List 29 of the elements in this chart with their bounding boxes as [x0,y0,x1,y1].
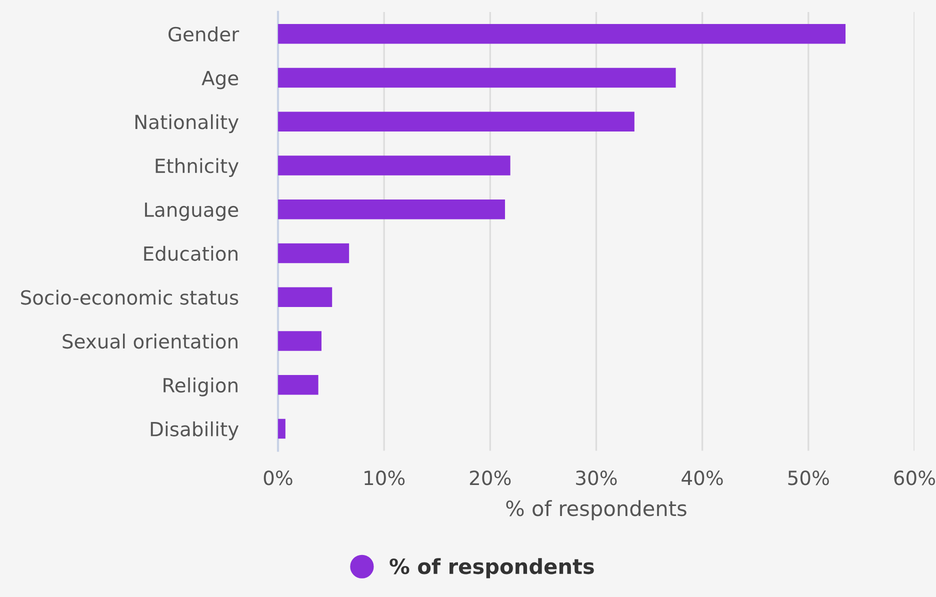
bar [278,24,846,44]
bar [278,200,506,220]
bar [278,331,322,351]
y-tick-label: Socio-economic status [21,290,238,305]
bar [278,418,286,439]
y-tick-label: Age [202,70,238,90]
x-axis-title: % of respondents [506,500,686,520]
y-tick-label: Language [145,202,238,221]
y-tick-label: Gender [168,26,240,42]
y-tick-label: Ethnicity [156,158,239,177]
bar [278,243,350,264]
y-tick-label: Religion [164,378,238,396]
x-tick-label: 30% [576,470,617,486]
x-tick-label: 20% [470,470,511,486]
bar [278,156,510,176]
y-tick-label: Disability [150,421,239,440]
y-tick-label: Education [144,246,238,261]
bar [278,375,318,395]
x-tick-label: 40% [682,470,723,486]
y-tick-label: Nationality [135,114,239,134]
bar [278,112,634,132]
x-tick-label: 50% [788,470,829,486]
bar [278,68,676,88]
x-tick-label: 10% [364,470,405,486]
legend-label: % of respondents [390,558,594,578]
x-tick-label: 60% [894,470,936,486]
y-tick-label: Sexual orientation [62,334,238,349]
bar [278,287,332,308]
x-tick-label: 0% [264,470,292,486]
